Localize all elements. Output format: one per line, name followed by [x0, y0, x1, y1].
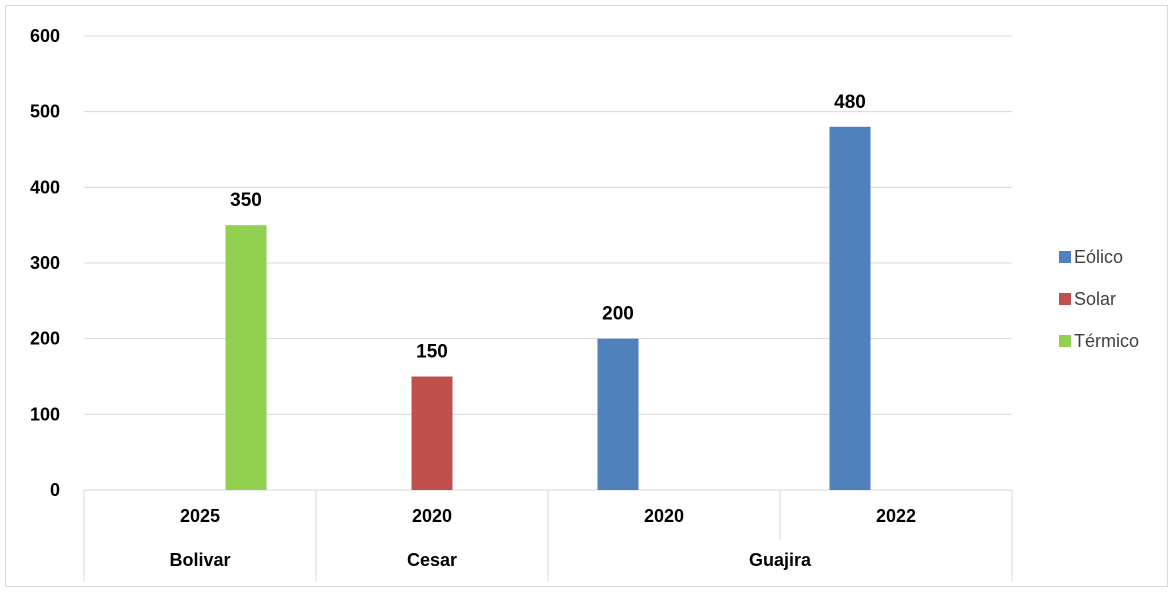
y-tick-label-500: 500 — [30, 102, 60, 122]
category-label-2020: 2020 — [412, 506, 452, 526]
group-label-guajira: Guajira — [749, 550, 812, 570]
legend-swatch-térmico — [1059, 335, 1071, 347]
category-label-2025: 2025 — [180, 506, 220, 526]
y-tick-label-200: 200 — [30, 329, 60, 349]
data-label-150: 150 — [416, 342, 448, 363]
legend-label-eólico: Eólico — [1074, 247, 1123, 267]
group-label-cesar: Cesar — [407, 550, 457, 570]
bar-eólico-2022 — [829, 126, 871, 491]
legend-swatch-eólico — [1059, 251, 1071, 263]
y-tick-label-400: 400 — [30, 177, 60, 197]
bars — [225, 126, 871, 491]
data-label-200: 200 — [602, 304, 634, 325]
legend-label-térmico: Térmico — [1074, 331, 1139, 351]
category-label-2020: 2020 — [644, 506, 684, 526]
bar-solar-2020 — [411, 376, 453, 490]
y-tick-label-300: 300 — [30, 253, 60, 273]
data-labels: 200 480 150 350 — [230, 92, 866, 363]
category-axis: 2025 2020 2020 2022 Bolivar Cesar Guajira — [83, 489, 1013, 582]
y-tick-label-0: 0 — [50, 480, 60, 500]
legend: Eólico Solar Térmico — [1059, 247, 1139, 351]
bar-térmico-2025 — [225, 225, 267, 490]
data-label-480: 480 — [834, 92, 866, 113]
gridlines — [84, 35, 1012, 491]
bar-eólico-2020 — [597, 338, 639, 490]
data-label-350: 350 — [230, 190, 262, 211]
group-label-bolivar: Bolivar — [169, 550, 230, 570]
y-tick-label-600: 600 — [30, 26, 60, 46]
y-axis-ticks: 0 100 200 300 400 500 600 — [30, 26, 60, 500]
legend-swatch-solar — [1059, 293, 1071, 305]
category-label-2022: 2022 — [876, 506, 916, 526]
legend-label-solar: Solar — [1074, 289, 1116, 309]
y-tick-label-100: 100 — [30, 404, 60, 424]
